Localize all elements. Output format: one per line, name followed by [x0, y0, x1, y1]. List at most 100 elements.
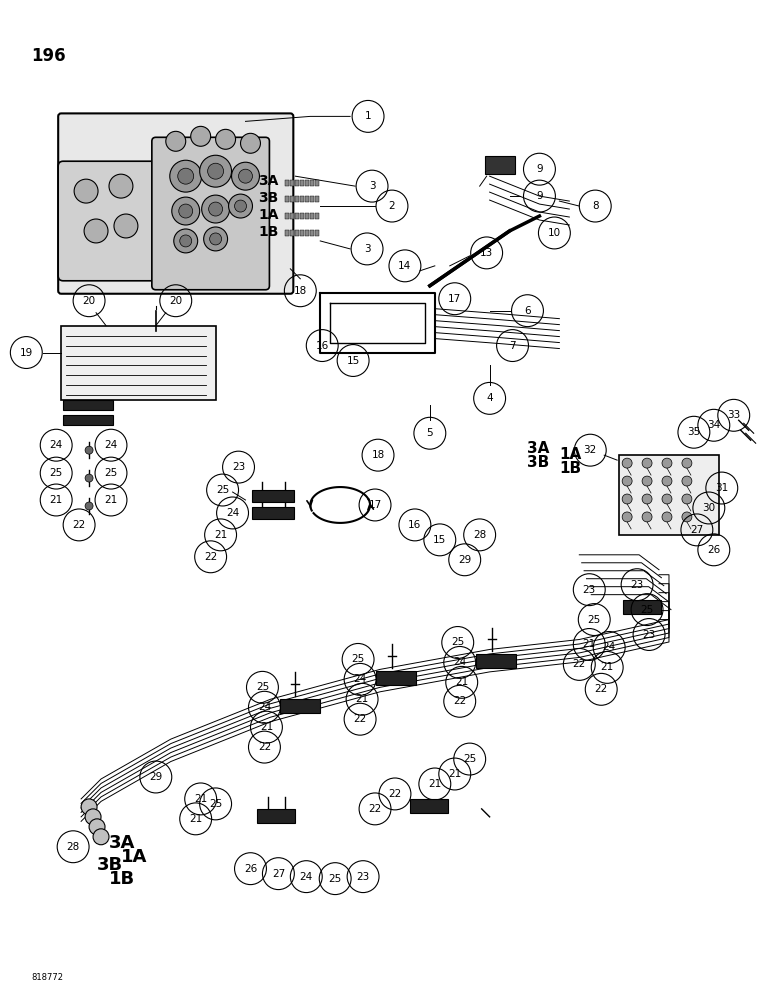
- Circle shape: [170, 160, 201, 192]
- FancyBboxPatch shape: [619, 455, 719, 535]
- Text: 21: 21: [194, 794, 208, 804]
- Text: 24: 24: [453, 657, 466, 667]
- Text: 24: 24: [354, 674, 367, 684]
- Text: 25: 25: [329, 874, 342, 884]
- Bar: [315, 230, 320, 236]
- Text: 22: 22: [258, 742, 271, 752]
- Circle shape: [201, 195, 229, 223]
- Text: 13: 13: [480, 248, 493, 258]
- Text: 21: 21: [355, 694, 369, 704]
- Circle shape: [93, 829, 109, 845]
- Circle shape: [210, 233, 222, 245]
- FancyBboxPatch shape: [58, 113, 293, 294]
- Bar: [296, 180, 300, 186]
- Text: 23: 23: [232, 462, 245, 472]
- Text: 25: 25: [351, 654, 364, 664]
- Text: 21: 21: [583, 639, 596, 649]
- Text: 3: 3: [369, 181, 375, 191]
- Circle shape: [239, 169, 252, 183]
- Bar: [305, 230, 310, 236]
- Text: 25: 25: [463, 754, 476, 764]
- Text: 35: 35: [687, 427, 700, 437]
- Bar: [305, 180, 310, 186]
- Text: 25: 25: [256, 682, 269, 692]
- Circle shape: [178, 168, 194, 184]
- Text: 3B: 3B: [97, 856, 124, 874]
- Circle shape: [642, 476, 652, 486]
- Text: 7: 7: [510, 341, 516, 351]
- Text: 20: 20: [169, 296, 182, 306]
- Text: 22: 22: [73, 520, 86, 530]
- Bar: [305, 196, 310, 202]
- Text: 3A: 3A: [109, 834, 135, 852]
- Text: 3: 3: [364, 244, 371, 254]
- Text: 22: 22: [388, 789, 401, 799]
- Text: 3B: 3B: [259, 191, 279, 205]
- Text: 22: 22: [453, 696, 466, 706]
- Text: 24: 24: [603, 642, 616, 652]
- Text: 25: 25: [216, 485, 229, 495]
- Bar: [286, 180, 290, 186]
- Text: 24: 24: [300, 872, 313, 882]
- Circle shape: [174, 229, 198, 253]
- Text: 1B: 1B: [259, 225, 279, 239]
- Circle shape: [208, 163, 224, 179]
- Text: 1: 1: [364, 111, 371, 121]
- Bar: [315, 213, 320, 219]
- Circle shape: [662, 458, 672, 468]
- Text: 818772: 818772: [32, 973, 63, 982]
- Bar: [300, 213, 304, 219]
- Text: 23: 23: [642, 630, 655, 640]
- Text: 25: 25: [49, 468, 63, 478]
- Text: 10: 10: [548, 228, 561, 238]
- Bar: [290, 230, 294, 236]
- Text: 9: 9: [536, 191, 543, 201]
- Circle shape: [622, 494, 632, 504]
- Text: 21: 21: [428, 779, 442, 789]
- Circle shape: [81, 799, 97, 815]
- Bar: [63, 400, 113, 410]
- Text: 18: 18: [371, 450, 384, 460]
- Text: 25: 25: [641, 605, 654, 615]
- Text: 5: 5: [426, 428, 433, 438]
- Circle shape: [662, 512, 672, 522]
- Text: 22: 22: [594, 684, 608, 694]
- Circle shape: [191, 126, 211, 146]
- Bar: [410, 799, 448, 813]
- Text: 24: 24: [49, 440, 63, 450]
- Text: 20: 20: [83, 296, 96, 306]
- Text: 28: 28: [473, 530, 486, 540]
- Text: 27: 27: [272, 869, 285, 879]
- Bar: [300, 180, 304, 186]
- Text: 19: 19: [19, 348, 33, 358]
- Text: 27: 27: [690, 525, 703, 535]
- Text: 22: 22: [354, 714, 367, 724]
- Bar: [476, 654, 516, 668]
- Text: 15: 15: [433, 535, 446, 545]
- Circle shape: [682, 494, 692, 504]
- Bar: [290, 196, 294, 202]
- Bar: [300, 230, 304, 236]
- Circle shape: [682, 512, 692, 522]
- Circle shape: [89, 819, 105, 835]
- Text: 22: 22: [573, 659, 586, 669]
- Circle shape: [114, 214, 138, 238]
- Circle shape: [622, 476, 632, 486]
- Text: 21: 21: [104, 495, 117, 505]
- Text: 18: 18: [293, 286, 307, 296]
- Bar: [376, 671, 416, 685]
- Circle shape: [235, 200, 246, 212]
- Text: 4: 4: [486, 393, 493, 403]
- Text: 14: 14: [398, 261, 411, 271]
- Bar: [310, 180, 314, 186]
- Text: 21: 21: [455, 677, 469, 687]
- Text: 196: 196: [32, 47, 66, 65]
- Bar: [252, 507, 294, 519]
- Bar: [296, 196, 300, 202]
- Circle shape: [642, 494, 652, 504]
- Text: 16: 16: [408, 520, 422, 530]
- Text: 29: 29: [149, 772, 162, 782]
- Circle shape: [682, 476, 692, 486]
- FancyBboxPatch shape: [58, 161, 157, 281]
- Text: 25: 25: [451, 637, 465, 647]
